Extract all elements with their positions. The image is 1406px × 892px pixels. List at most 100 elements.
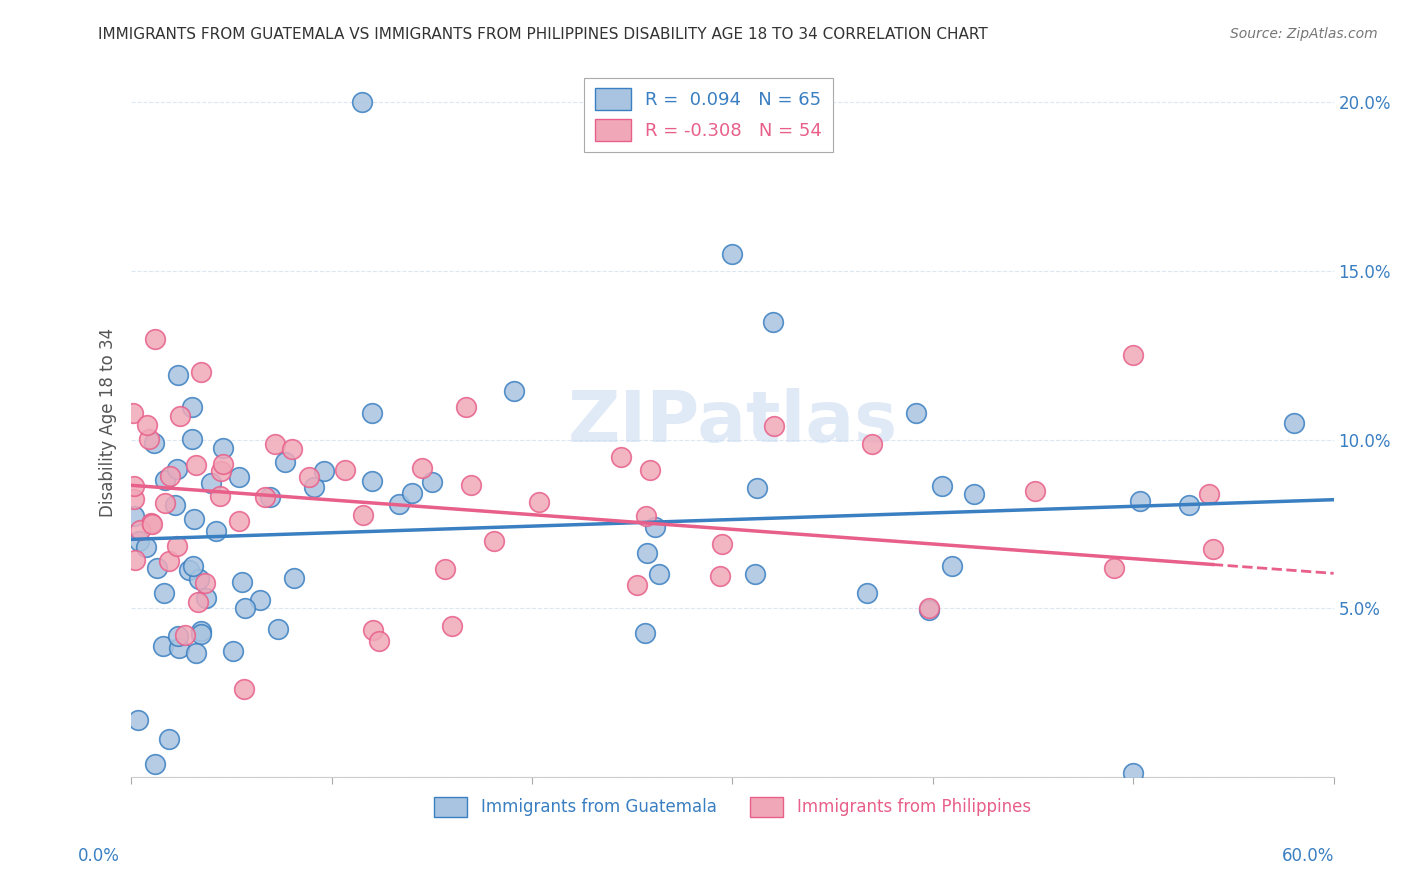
- Point: [212, 457, 235, 471]
- Text: 60.0%: 60.0%: [1281, 847, 1334, 865]
- Point: [388, 497, 411, 511]
- Point: [361, 474, 384, 488]
- Point: [186, 458, 208, 472]
- Point: [745, 481, 768, 495]
- Point: [200, 475, 222, 490]
- Point: [249, 593, 271, 607]
- Point: [146, 561, 169, 575]
- Point: [283, 571, 305, 585]
- Point: [644, 520, 666, 534]
- Point: [502, 384, 524, 399]
- Point: [350, 95, 373, 110]
- Point: [634, 626, 657, 640]
- Point: [169, 409, 191, 423]
- Point: [205, 524, 228, 538]
- Point: [153, 496, 176, 510]
- Point: [157, 731, 180, 746]
- Point: [122, 407, 145, 421]
- Point: [710, 537, 733, 551]
- Point: [1122, 766, 1144, 780]
- Y-axis label: Disability Age 18 to 34: Disability Age 18 to 34: [100, 328, 117, 517]
- Text: Source: ZipAtlas.com: Source: ZipAtlas.com: [1230, 27, 1378, 41]
- Point: [127, 713, 149, 727]
- Point: [918, 600, 941, 615]
- Point: [166, 462, 188, 476]
- Point: [267, 622, 290, 636]
- Point: [482, 533, 505, 548]
- Point: [163, 498, 186, 512]
- Point: [1282, 416, 1305, 430]
- Point: [166, 629, 188, 643]
- Point: [190, 624, 212, 639]
- Point: [208, 489, 231, 503]
- Point: [166, 539, 188, 553]
- Point: [1198, 487, 1220, 501]
- Point: [352, 508, 374, 522]
- Point: [312, 464, 335, 478]
- Point: [411, 460, 433, 475]
- Point: [143, 436, 166, 450]
- Point: [155, 473, 177, 487]
- Point: [143, 757, 166, 772]
- Point: [1202, 541, 1225, 556]
- Point: [159, 469, 181, 483]
- Point: [638, 463, 661, 477]
- Point: [744, 567, 766, 582]
- Text: ZIPatlas: ZIPatlas: [568, 388, 897, 458]
- Point: [128, 533, 150, 548]
- Point: [174, 628, 197, 642]
- Point: [361, 623, 384, 637]
- Point: [183, 512, 205, 526]
- Point: [143, 332, 166, 346]
- Point: [212, 441, 235, 455]
- Text: IMMIGRANTS FROM GUATEMALA VS IMMIGRANTS FROM PHILIPPINES DISABILITY AGE 18 TO 34: IMMIGRANTS FROM GUATEMALA VS IMMIGRANTS …: [98, 27, 988, 42]
- Point: [1129, 494, 1152, 508]
- Point: [420, 475, 443, 490]
- Point: [721, 247, 744, 261]
- Point: [763, 419, 786, 434]
- Point: [228, 470, 250, 484]
- Point: [931, 479, 953, 493]
- Point: [233, 681, 256, 696]
- Point: [648, 567, 671, 582]
- Point: [209, 464, 232, 478]
- Point: [135, 540, 157, 554]
- Point: [152, 639, 174, 653]
- Point: [259, 490, 281, 504]
- Point: [177, 563, 200, 577]
- Point: [918, 603, 941, 617]
- Point: [135, 418, 157, 433]
- Point: [281, 442, 304, 456]
- Point: [122, 508, 145, 523]
- Point: [141, 516, 163, 531]
- Point: [190, 365, 212, 379]
- Point: [856, 586, 879, 600]
- Point: [186, 646, 208, 660]
- Point: [333, 463, 356, 477]
- Point: [1122, 348, 1144, 362]
- Point: [167, 368, 190, 382]
- Point: [302, 480, 325, 494]
- Point: [273, 455, 295, 469]
- Point: [122, 492, 145, 507]
- Point: [1178, 498, 1201, 512]
- Point: [401, 486, 423, 500]
- Point: [228, 515, 250, 529]
- Point: [529, 495, 551, 509]
- Point: [626, 578, 648, 592]
- Point: [963, 487, 986, 501]
- Point: [860, 437, 883, 451]
- Point: [181, 558, 204, 573]
- Point: [360, 406, 382, 420]
- Text: 0.0%: 0.0%: [77, 847, 120, 865]
- Point: [634, 508, 657, 523]
- Point: [298, 470, 321, 484]
- Legend: Immigrants from Guatemala, Immigrants from Philippines: Immigrants from Guatemala, Immigrants fr…: [426, 789, 1039, 825]
- Point: [194, 591, 217, 606]
- Point: [180, 432, 202, 446]
- Point: [434, 562, 457, 576]
- Point: [761, 314, 783, 328]
- Point: [187, 572, 209, 586]
- Point: [231, 574, 253, 589]
- Point: [138, 433, 160, 447]
